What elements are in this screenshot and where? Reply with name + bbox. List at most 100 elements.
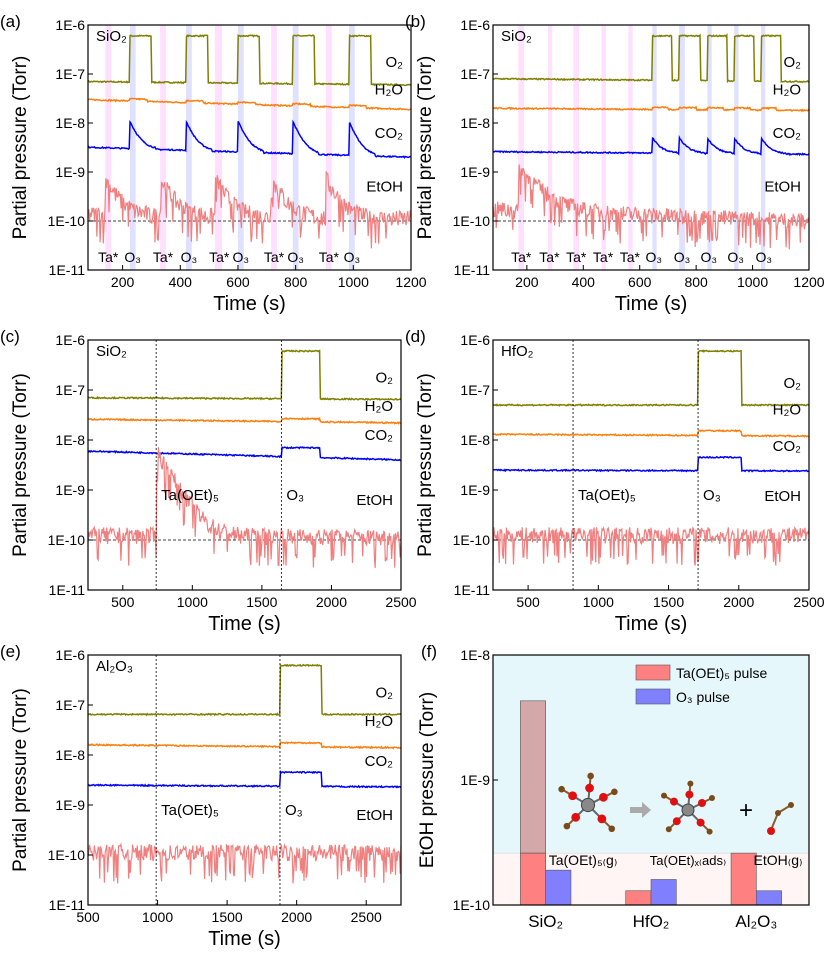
bar-ta-pulse	[625, 890, 652, 906]
y-tick-label: 1E-8	[55, 115, 85, 131]
series-label: O₂	[376, 685, 394, 702]
x-tick-label: 400	[572, 274, 596, 290]
plot-frame	[87, 339, 402, 591]
y-tick-label: 1E-6	[55, 647, 85, 663]
category-label: Al₂O₃	[735, 912, 777, 931]
legend-swatch	[635, 688, 671, 705]
series-label: O₂	[386, 54, 404, 71]
x-tick-label: 500	[516, 594, 540, 610]
pulse-label: O₃	[727, 249, 744, 265]
panel-label: (e)	[0, 642, 21, 661]
series-label: EtOH	[764, 488, 801, 505]
scheme-label: Ta(OEt)₅₍g₎	[549, 852, 618, 868]
series-line-EtOH	[492, 525, 810, 566]
y-tick-label: 1E-7	[460, 382, 490, 398]
y-tick-label: 1E-11	[454, 262, 491, 278]
y-tick-label: 1E-6	[460, 17, 490, 33]
y-tick-label: 1E-10	[48, 847, 86, 863]
y-tick-label: 1E-9	[55, 164, 85, 180]
bar-o3-pulse	[545, 869, 572, 906]
oxygen-atom	[571, 812, 581, 822]
panel-c: O₂ H₂O CO₂ EtOH Ta(OEt)₅ O₃ 1E-11 1E-10 1E-9 1E-8…	[0, 327, 417, 635]
panel-label: (a)	[0, 12, 21, 31]
category-label: HfO₂	[633, 912, 670, 931]
plot-frame	[87, 654, 402, 906]
o3-pulse-band	[761, 25, 766, 270]
o3-pulse-band	[292, 25, 299, 270]
x-tick-label: 1500	[212, 909, 243, 925]
x-tick-label: 800	[284, 274, 308, 290]
x-tick-label: 1000	[583, 594, 614, 610]
x-axis-label: Time (s)	[208, 928, 281, 950]
substrate-label: HfO₂	[501, 343, 534, 360]
y-tick-label: 1E-6	[55, 17, 85, 33]
bar-o3-pulse	[756, 890, 782, 906]
o3-pulse-band	[707, 25, 712, 270]
series-label: H₂O	[773, 402, 801, 419]
pulse-label: O₃	[181, 249, 198, 265]
oxygen-atom	[767, 827, 775, 835]
carbon-atom	[661, 792, 667, 799]
substrate-label: Al₂O₃	[96, 658, 133, 675]
arrow-icon	[630, 802, 651, 818]
ta-pulse-band	[601, 25, 606, 270]
y-tick-label: 1E-10	[48, 213, 86, 229]
carbon-atom	[687, 780, 694, 787]
ta-pulse-band	[160, 25, 166, 270]
oxygen-atom	[696, 818, 705, 827]
x-tick-label: 1000	[142, 909, 173, 925]
tantalum-atom	[681, 803, 695, 817]
series-label: H₂O	[773, 82, 801, 99]
ta-pulse-band	[325, 25, 332, 270]
y-tick-label: 1E-7	[55, 697, 85, 713]
y-tick-label: 1E-8	[55, 432, 85, 448]
legend-label: Ta(OEt)₅ pulse	[676, 665, 767, 681]
pulse-label: O₃	[701, 249, 718, 265]
plot-frame	[87, 24, 412, 271]
scheme-label: Ta(OEt)ₓ₍ads₎	[650, 853, 726, 868]
pulse-label: Ta*	[98, 249, 119, 265]
pulse-label: Ta*	[566, 249, 587, 265]
o3-pulse-band	[237, 25, 244, 270]
y-axis-label: Partial pressure (Torr)	[10, 373, 31, 557]
bar-ta-pulse	[730, 852, 757, 906]
y-tick-label: 1E-7	[55, 66, 85, 82]
ta-pulse-band	[628, 25, 633, 270]
x-tick-label: 2500	[793, 594, 824, 610]
x-tick-label: 1200	[793, 274, 824, 290]
y-tick-label: 1E-8	[460, 115, 490, 131]
carbon-atom	[709, 795, 715, 801]
y-tick-label: 1E-11	[49, 897, 86, 913]
y-axis-label: EtOH pressure (Torr)	[417, 692, 438, 868]
molecule-ta-oet5	[558, 772, 618, 833]
o3-pulse-band	[734, 25, 739, 270]
series-line-H₂O	[87, 97, 412, 111]
x-tick-label: 2000	[316, 594, 347, 610]
series-line-EtOH	[492, 164, 810, 250]
event-label: Ta(OEt)₅	[578, 487, 636, 504]
y-axis-label: Partial pressure (Torr)	[415, 373, 436, 557]
pulse-label: O₃	[287, 249, 304, 265]
pulse-label: Ta*	[593, 249, 614, 265]
x-tick-label: 1000	[737, 274, 768, 290]
carbon-atom	[608, 825, 616, 833]
x-axis-label: Time (s)	[615, 613, 688, 635]
plot-frame	[492, 339, 810, 591]
ta-pulse-band	[271, 25, 277, 270]
series-line-H₂O	[492, 428, 809, 438]
substrate-label: SiO₂	[501, 28, 532, 45]
pulse-label: Ta*	[620, 249, 641, 265]
series-line-CO₂	[492, 134, 810, 157]
x-tick-label: 800	[684, 274, 708, 290]
o3-pulse-band	[679, 25, 685, 270]
substrate-label: SiO₂	[96, 343, 127, 360]
bar-o3-pulse	[650, 879, 677, 906]
series-label: H₂O	[375, 82, 403, 99]
molecule-etoh	[767, 802, 794, 835]
oxygen-atom	[698, 799, 706, 807]
series-label: H₂O	[365, 713, 393, 730]
y-tick-label: 1E-11	[49, 582, 86, 598]
o3-pulse-band	[186, 25, 192, 270]
pulse-label: O₃	[233, 249, 250, 265]
